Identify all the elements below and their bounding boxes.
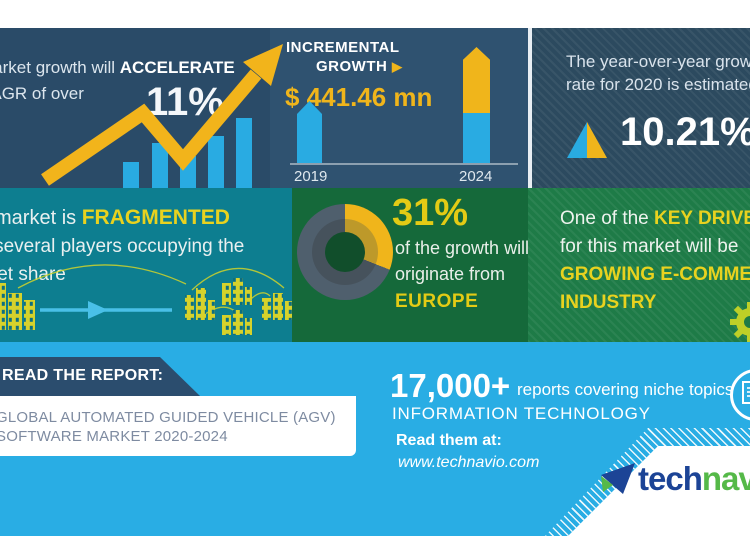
reports-count: 17,000+ — [390, 367, 511, 404]
growth-label: GROWTH — [316, 58, 388, 75]
fragmented-line1-pre: The market is — [0, 207, 77, 229]
drivers-line3: GROWING E-COMMERCE — [560, 264, 750, 285]
drivers-line2: for this market will be — [560, 236, 739, 257]
chart-baseline — [290, 163, 518, 165]
read-the-report-label: READ THE REPORT: — [2, 367, 164, 384]
increase-triangle-icon — [567, 122, 607, 158]
yoy-growth-panel: The year-over-year growth rate for 2020 … — [532, 28, 750, 188]
europe-percent: 31% — [392, 192, 469, 234]
report-title-line2: SOFTWARE MARKET 2020-2024 — [0, 428, 228, 445]
drivers-accent: KEY DRIVERS — [654, 208, 750, 229]
europe-region-label: EUROPE — [395, 291, 479, 312]
gear-icon — [730, 302, 750, 342]
growth-text-line1-pre: The market growth will — [0, 58, 116, 77]
growth-arrow-icon — [41, 44, 283, 186]
year-label-2024: 2024 — [459, 168, 493, 185]
middle-row: The market is FRAGMENTED with several pl… — [0, 188, 750, 342]
growth-text-accelerate: ACCELERATE — [119, 58, 235, 77]
technavio-logo: technavio — [600, 458, 750, 502]
reports-caption: reports covering niche topics — [517, 380, 734, 399]
wordmark-tech: tech — [638, 460, 703, 497]
fragmented-line3: market share — [0, 264, 66, 285]
city-buildings-illustration — [0, 264, 292, 335]
wordmark-navio: navio — [701, 460, 750, 497]
decorative-bar — [123, 162, 139, 188]
category-label: INFORMATION TECHNOLOGY — [392, 404, 651, 423]
technavio-url-link[interactable]: www.technavio.com — [398, 454, 540, 471]
read-the-report-banner[interactable]: READ THE REPORT: — [0, 357, 200, 396]
decorative-bar — [152, 143, 168, 188]
report-circle-icon — [730, 369, 750, 421]
europe-line2: originate from — [395, 264, 506, 284]
europe-line1: of the growth will — [395, 238, 528, 258]
technavio-wordmark: technavio — [638, 460, 750, 498]
report-title-box: GLOBAL AUTOMATED GUIDED VEHICLE (AGV) SO… — [0, 396, 356, 456]
fragmented-line2: with several players occupying the — [0, 236, 245, 257]
decorative-bar — [236, 118, 252, 188]
yoy-text-line2: rate for 2020 is estimated at — [566, 75, 750, 94]
report-title-line1: GLOBAL AUTOMATED GUIDED VEHICLE (AGV) — [0, 409, 336, 426]
growth-text-line1: The market growth will ACCELERATE — [0, 58, 235, 78]
fragmented-accent: FRAGMENTED — [81, 206, 230, 229]
top-row: The market growth will ACCELERATE at a C… — [0, 28, 750, 188]
bar-2024 — [463, 47, 490, 163]
fragmented-line1: The market is FRAGMENTED — [0, 206, 230, 230]
europe-growth-panel: 31% of the growth will originate from EU… — [292, 188, 528, 342]
bottom-section: READ THE REPORT: GLOBAL AUTOMATED GUIDED… — [0, 342, 750, 536]
bar-2019 — [297, 101, 322, 163]
drivers-line1-pre: One of the — [560, 208, 655, 229]
incremental-label: INCREMENTAL — [286, 39, 400, 56]
year-label-2019: 2019 — [294, 168, 328, 185]
drivers-line4: INDUSTRY — [560, 292, 657, 313]
growth-text-line2: at a CAGR of over — [0, 84, 84, 103]
incremental-growth-title: INCREMENTAL GROWTH ▶ — [286, 38, 403, 76]
play-icon: ▶ — [392, 59, 403, 74]
yoy-value: 10.21% — [620, 110, 750, 154]
decorative-bar — [208, 136, 224, 188]
yoy-text-line1: The year-over-year growth — [566, 52, 750, 71]
key-drivers-panel: One of the KEY DRIVERS for this market w… — [528, 188, 750, 342]
panel-divider — [528, 28, 532, 188]
read-them-at-label: Read them at: — [396, 432, 502, 449]
fragmented-market-panel: The market is FRAGMENTED with several pl… — [0, 188, 292, 342]
document-icon — [742, 381, 750, 404]
drivers-line1: One of the KEY DRIVERS — [560, 208, 750, 230]
donut-chart-hole — [325, 232, 365, 272]
technavio-logo-icon — [601, 463, 635, 494]
incremental-growth-panel: INCREMENTAL GROWTH ▶ $ 441.46 mn 2019 20… — [270, 28, 528, 188]
